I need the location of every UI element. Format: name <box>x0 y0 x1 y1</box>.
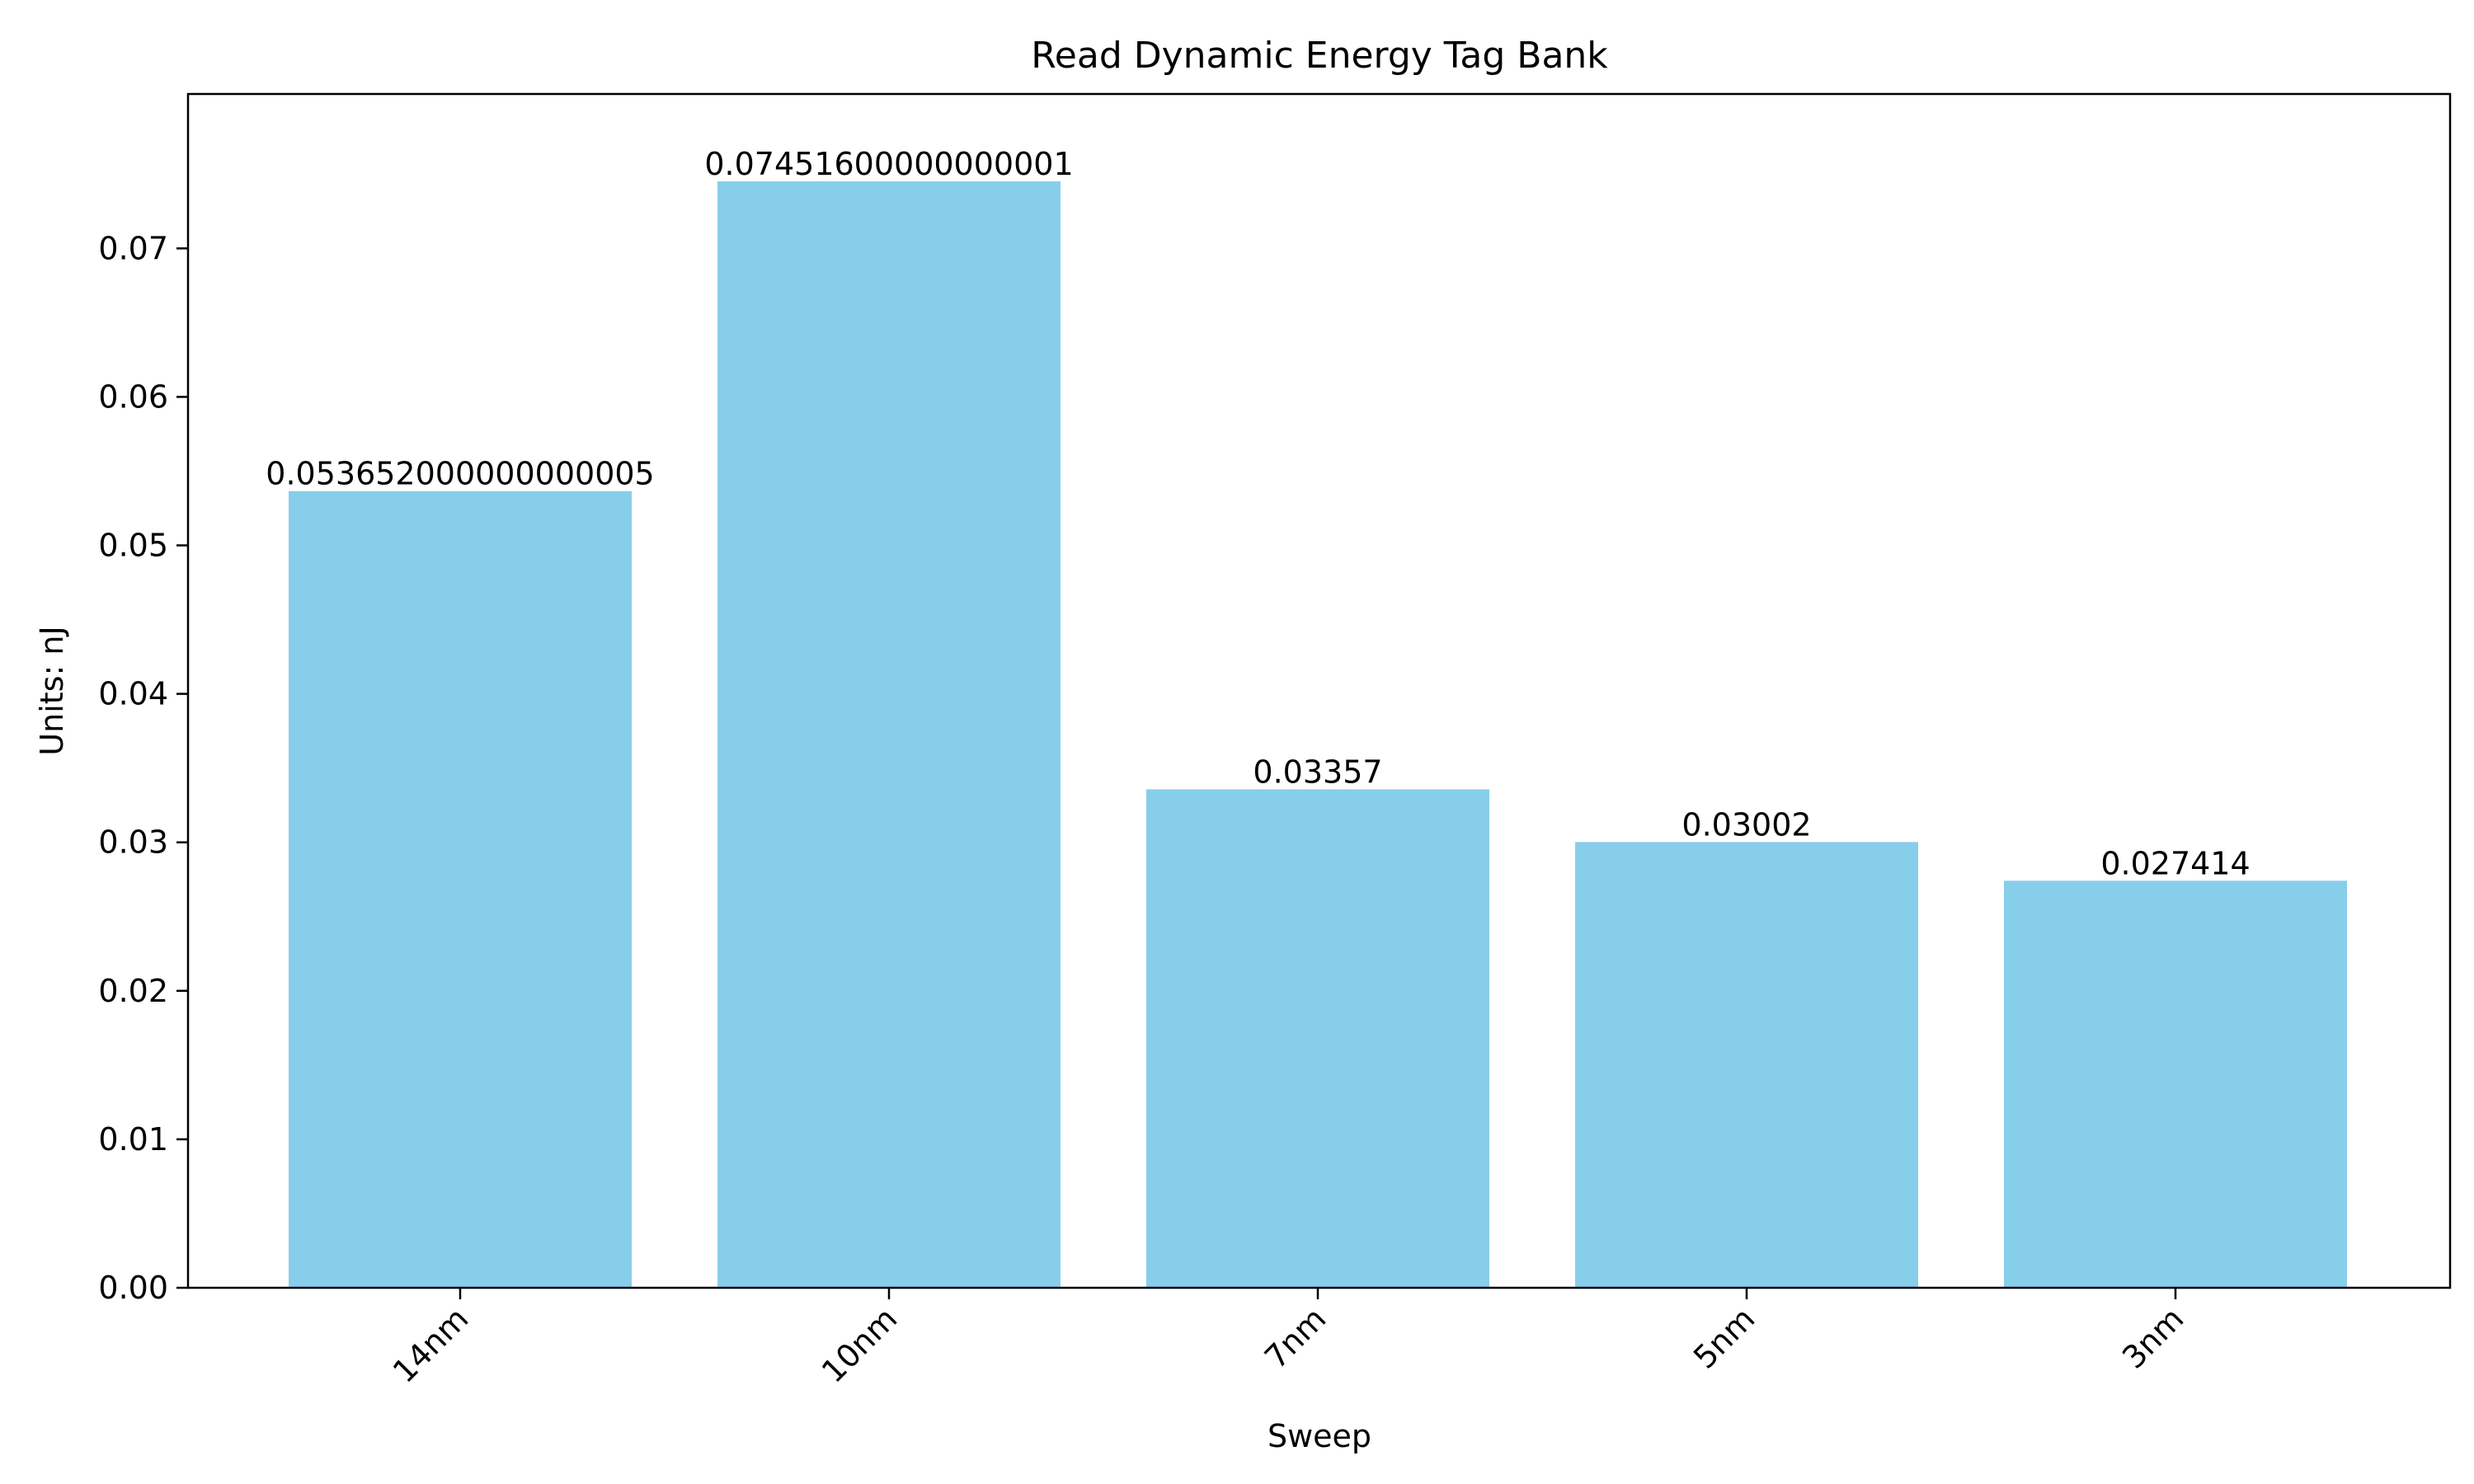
x-tick-label-10nm: 10nm <box>815 1300 905 1390</box>
value-label-5nm: 0.03002 <box>1681 806 1811 843</box>
y-tick-label: 0.07 <box>98 230 168 266</box>
bar-5nm <box>1575 842 1918 1288</box>
x-tick-label-5nm: 5nm <box>1686 1300 1761 1375</box>
x-tick-label-7nm: 7nm <box>1258 1300 1333 1375</box>
y-axis-label: Units: nJ <box>34 626 70 755</box>
x-axis-label: Sweep <box>1268 1418 1371 1454</box>
bar-7nm <box>1146 789 1489 1288</box>
x-tick-label-14nm: 14nm <box>386 1300 476 1390</box>
y-tick-label: 0.04 <box>98 676 168 712</box>
value-label-10nm: 0.07451600000000001 <box>704 146 1073 182</box>
y-axis: 0.00 0.01 0.02 0.03 0.04 0.05 0.06 0.07 <box>98 230 188 1306</box>
y-tick-label: 0.01 <box>98 1121 168 1158</box>
y-tick-label: 0.05 <box>98 528 168 564</box>
value-label-7nm: 0.03357 <box>1253 754 1382 790</box>
bar-10nm <box>717 181 1061 1288</box>
bar-3nm <box>2004 881 2347 1288</box>
plot-frame <box>186 92 2452 1289</box>
value-labels-group: 0.053652000000000005 0.07451600000000001 0… <box>266 146 2250 881</box>
value-label-3nm: 0.027414 <box>2100 845 2250 881</box>
y-tick-label: 0.03 <box>98 824 168 861</box>
x-axis: 14nm 10nm 7nm 5nm 3nm <box>386 1288 2190 1390</box>
y-tick-label: 0.02 <box>98 973 168 1009</box>
x-tick-label-3nm: 3nm <box>2115 1300 2190 1375</box>
bar-14nm <box>289 491 632 1288</box>
y-tick-label: 0.06 <box>98 378 168 415</box>
y-tick-label: 0.00 <box>98 1270 168 1306</box>
chart-title: Read Dynamic Energy Tag Bank <box>1031 35 1608 77</box>
bars-group <box>289 181 2347 1288</box>
value-label-14nm: 0.053652000000000005 <box>266 456 654 492</box>
